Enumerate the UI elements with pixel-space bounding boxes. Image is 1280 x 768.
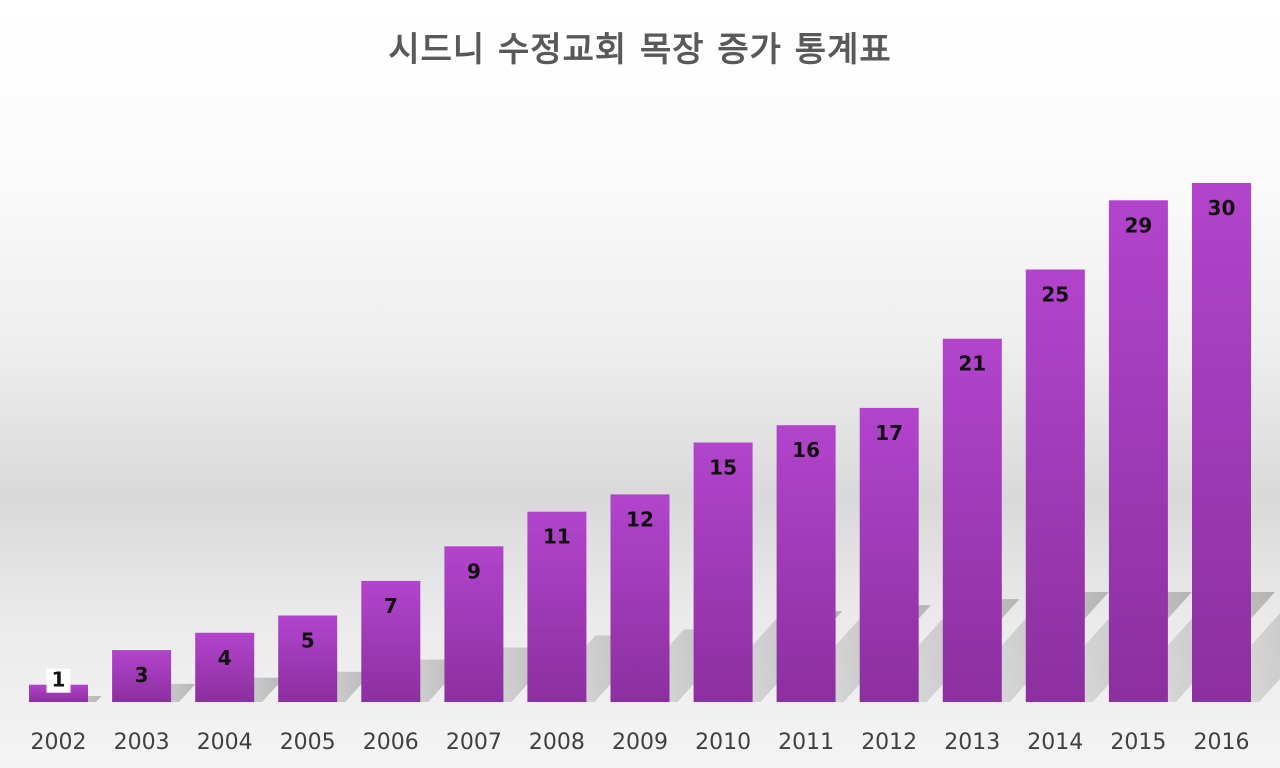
bar (527, 511, 587, 702)
bar (610, 494, 670, 702)
data-label: 9 (467, 559, 481, 583)
data-label: 7 (384, 594, 398, 618)
x-tick-label: 2011 (778, 730, 834, 755)
x-tick-label: 2013 (944, 730, 1000, 755)
bar (112, 650, 172, 702)
x-tick-label: 2009 (612, 730, 668, 755)
bar (278, 615, 338, 702)
data-label: 17 (875, 421, 903, 445)
data-label: 5 (301, 629, 315, 653)
x-tick-label: 2005 (280, 730, 336, 755)
bar (693, 442, 753, 702)
data-label: 15 (709, 456, 737, 480)
bar (1192, 183, 1251, 702)
data-label: 4 (218, 646, 232, 670)
bars (29, 183, 1251, 703)
x-tick-label: 2008 (529, 730, 585, 755)
x-tick-label: 2014 (1027, 730, 1083, 755)
data-label: 3 (135, 663, 149, 687)
data-labels: 1 3 4 5 7 9 11 12 15 16 17 21 25 29 30 (46, 196, 1236, 693)
x-tick-label: 2015 (1110, 730, 1166, 755)
x-tick-labels: 2002 2003 2004 2005 2006 2007 2008 2009 2010 2011… (31, 730, 1250, 755)
data-label-background (46, 668, 71, 693)
x-tick-label: 2016 (1194, 730, 1250, 755)
data-label: 11 (543, 525, 571, 549)
x-tick-label: 2007 (446, 730, 502, 755)
x-tick-label: 2003 (114, 730, 170, 755)
x-tick-label: 2012 (861, 730, 917, 755)
bar (1108, 200, 1168, 703)
data-label: 1 (52, 668, 66, 692)
bar (1025, 269, 1085, 702)
x-tick-label: 2010 (695, 730, 751, 755)
bar (942, 338, 1002, 702)
bar (776, 425, 836, 702)
bar (195, 632, 255, 702)
data-label: 12 (626, 507, 654, 531)
data-label: 25 (1041, 283, 1069, 307)
data-label: 30 (1208, 196, 1236, 220)
bar (361, 580, 421, 702)
data-label: 21 (958, 352, 986, 376)
x-tick-label: 2006 (363, 730, 419, 755)
x-tick-label: 2004 (197, 730, 253, 755)
bar (29, 684, 88, 702)
x-tick-label: 2002 (31, 730, 87, 755)
chart-title: 시드니 수정교회 목장 증가 통계표 (388, 30, 892, 70)
bar (859, 407, 919, 702)
data-label: 16 (792, 438, 820, 462)
bar (444, 546, 504, 702)
data-label: 29 (1124, 213, 1152, 237)
